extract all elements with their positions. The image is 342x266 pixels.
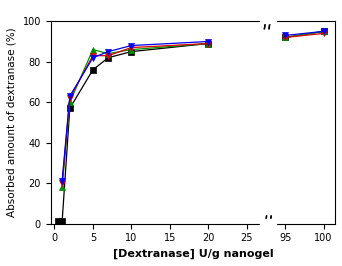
X-axis label: [Dextranase] U/g nanogel: [Dextranase] U/g nanogel — [113, 249, 273, 259]
Y-axis label: Absorbed amount of dextranase (%): Absorbed amount of dextranase (%) — [7, 28, 17, 217]
Bar — [261, 7, 276, 23]
Bar — [261, 219, 276, 236]
